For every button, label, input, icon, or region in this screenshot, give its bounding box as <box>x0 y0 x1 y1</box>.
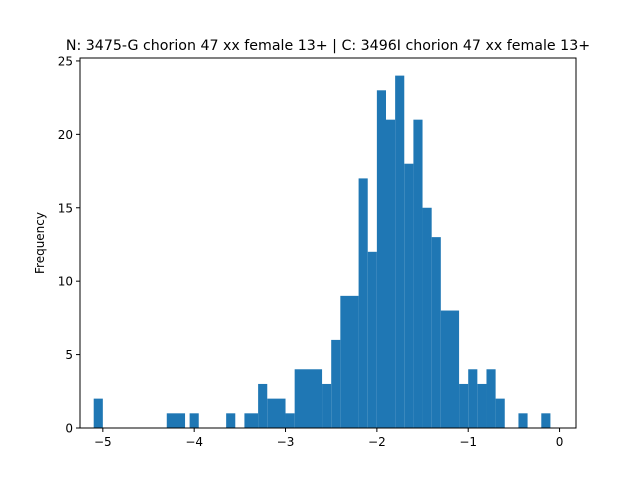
x-tick-label: −1 <box>459 435 477 449</box>
y-tick-label: 25 <box>58 54 73 68</box>
histogram-bar <box>422 207 432 428</box>
x-tick-label: −4 <box>185 435 203 449</box>
histogram-bar <box>331 339 341 428</box>
plot-frame <box>79 57 577 429</box>
histogram-bar <box>440 310 460 428</box>
histogram-bars <box>93 75 551 429</box>
histogram-bar <box>413 119 423 429</box>
histogram-bar <box>459 383 469 428</box>
histogram-bar <box>518 413 528 428</box>
histogram-bar <box>468 369 478 428</box>
x-tick-label: −2 <box>368 435 386 449</box>
histogram-bar <box>395 75 405 429</box>
histogram-bar <box>340 295 359 428</box>
histogram-bar <box>285 413 295 428</box>
histogram-bar <box>386 119 396 429</box>
histogram-bar <box>376 90 386 429</box>
x-axis-ticks: −5 −4 −3 −2 −1 0 <box>94 428 563 449</box>
y-axis-ticks: 0 5 10 15 20 25 <box>58 54 80 436</box>
y-tick-label: 15 <box>58 201 73 215</box>
histogram-bar <box>294 369 323 428</box>
x-tick-label: −3 <box>277 435 295 449</box>
histogram-bar <box>431 237 441 428</box>
histogram-bar <box>226 413 236 428</box>
histogram-bar <box>477 383 487 428</box>
histogram-bar <box>541 413 551 428</box>
histogram-bar <box>495 398 505 428</box>
y-tick-label: 20 <box>58 128 73 142</box>
histogram-bar <box>358 178 368 428</box>
y-tick-label: 5 <box>65 348 73 362</box>
y-tick-label: 10 <box>58 275 73 289</box>
histogram-bar <box>267 398 286 428</box>
histogram-bar <box>166 413 186 428</box>
x-tick-label: 0 <box>556 435 564 449</box>
histogram-bar <box>258 383 268 428</box>
y-axis-label: Frequency <box>33 212 47 274</box>
histogram-bar <box>322 383 332 428</box>
histogram-bar <box>244 413 259 428</box>
y-tick-label: 0 <box>65 422 73 436</box>
histogram-bar <box>189 413 199 428</box>
histogram-bar <box>404 163 414 428</box>
histogram-bar <box>486 369 496 428</box>
histogram-bar <box>367 251 377 428</box>
chart-title: N: 3475-G chorion 47 xx female 13+ | C: … <box>66 38 590 54</box>
histogram-bar <box>93 398 103 428</box>
x-tick-label: −5 <box>94 435 112 449</box>
